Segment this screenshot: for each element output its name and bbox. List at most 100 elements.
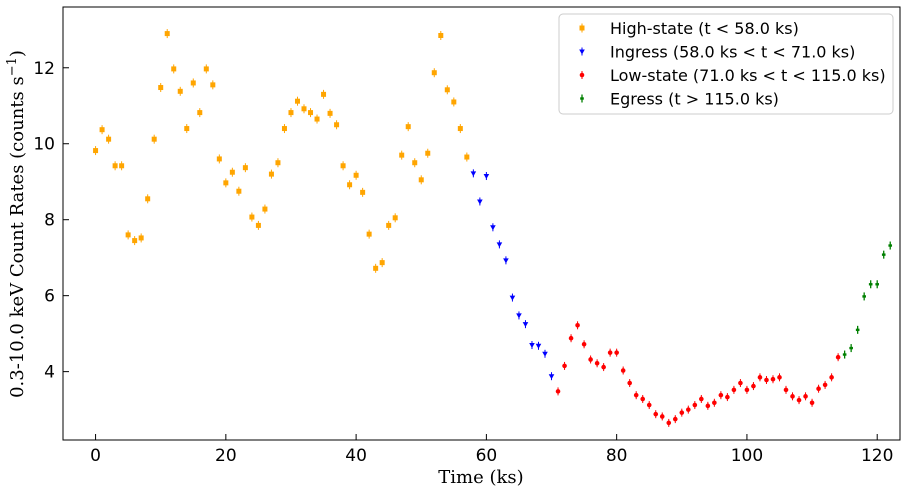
y-axis-label: 0.3-10.0 keV Count Rates (counts s−1) <box>5 50 28 398</box>
data-point <box>392 215 398 221</box>
data-point <box>340 163 346 169</box>
legend-entry-label: Ingress (58.0 ks < t < 71.0 ks) <box>610 43 855 62</box>
data-point <box>418 177 424 183</box>
data-point <box>301 106 307 112</box>
data-point <box>314 116 320 122</box>
data-point <box>809 400 815 406</box>
data-point <box>106 136 112 142</box>
data-point <box>620 368 626 373</box>
data-point <box>816 386 821 392</box>
legend-marker <box>579 72 585 78</box>
x-axis-label: Time (ks) <box>438 467 523 488</box>
data-point <box>568 335 574 341</box>
data-point <box>158 85 164 91</box>
x-tick-label: 60 <box>476 446 498 466</box>
series-3 <box>555 321 841 427</box>
data-point <box>164 31 170 37</box>
data-point <box>509 295 516 301</box>
data-point <box>875 283 880 286</box>
data-point <box>132 238 138 244</box>
data-point <box>627 380 632 386</box>
data-point <box>725 394 730 400</box>
data-point <box>223 180 229 186</box>
data-point <box>451 99 457 105</box>
data-point <box>881 253 886 256</box>
data-point <box>386 222 392 228</box>
data-point <box>125 232 131 238</box>
data-point <box>562 363 567 369</box>
data-point <box>321 91 327 97</box>
data-point <box>268 171 274 177</box>
y-tick-label: 6 <box>44 287 55 307</box>
data-point <box>353 172 359 178</box>
data-point <box>862 295 866 298</box>
data-point <box>516 313 522 319</box>
data-point <box>535 343 542 349</box>
data-point <box>171 66 177 72</box>
data-point <box>483 174 490 180</box>
data-point <box>190 80 196 86</box>
data-point <box>229 169 235 175</box>
data-point <box>334 122 340 128</box>
data-point <box>503 258 509 264</box>
data-point <box>555 389 561 394</box>
data-point <box>522 322 529 328</box>
data-point <box>855 328 860 332</box>
data-point <box>731 387 737 393</box>
x-tick-label: 20 <box>215 446 237 466</box>
data-point <box>548 374 555 380</box>
data-point <box>542 351 548 357</box>
data-point <box>119 163 125 169</box>
data-point <box>379 260 385 266</box>
y-tick-label: 8 <box>44 211 55 231</box>
legend-marker <box>579 49 585 55</box>
data-point <box>112 163 118 169</box>
data-point <box>646 402 652 408</box>
data-point <box>712 400 717 406</box>
data-point <box>373 265 379 271</box>
data-point <box>236 188 242 194</box>
data-point <box>294 98 300 104</box>
series-4 <box>842 241 893 359</box>
data-point <box>366 231 372 237</box>
legend-marker <box>580 97 584 100</box>
data-point <box>177 88 183 94</box>
data-point <box>431 70 437 76</box>
data-point <box>888 244 893 247</box>
data-point <box>210 82 216 88</box>
data-point <box>777 375 782 380</box>
data-point <box>679 410 685 415</box>
y-tick-label: 12 <box>33 59 55 79</box>
data-point <box>496 242 503 248</box>
legend-box <box>558 13 894 115</box>
data-point <box>399 152 405 158</box>
data-point <box>438 32 444 38</box>
x-tick-label: 120 <box>861 446 893 466</box>
data-point <box>255 222 261 228</box>
data-point <box>575 322 580 328</box>
data-point <box>686 407 691 412</box>
data-point <box>633 392 639 398</box>
data-point <box>790 394 795 399</box>
data-point <box>327 110 333 116</box>
data-point <box>829 375 834 380</box>
data-point <box>308 110 314 116</box>
data-point <box>744 387 750 393</box>
data-point <box>203 66 209 72</box>
data-point <box>692 402 698 408</box>
data-point <box>444 87 450 93</box>
data-point <box>347 182 353 188</box>
x-tick-label: 40 <box>345 446 367 466</box>
data-point <box>529 343 535 349</box>
data-point <box>288 110 294 116</box>
data-point <box>640 396 646 402</box>
data-point <box>457 126 463 132</box>
data-point <box>757 375 763 380</box>
data-point <box>796 397 802 403</box>
data-point <box>783 387 789 393</box>
data-point <box>659 414 665 419</box>
data-point <box>360 189 366 195</box>
data-point <box>405 124 411 130</box>
data-point <box>197 110 203 116</box>
